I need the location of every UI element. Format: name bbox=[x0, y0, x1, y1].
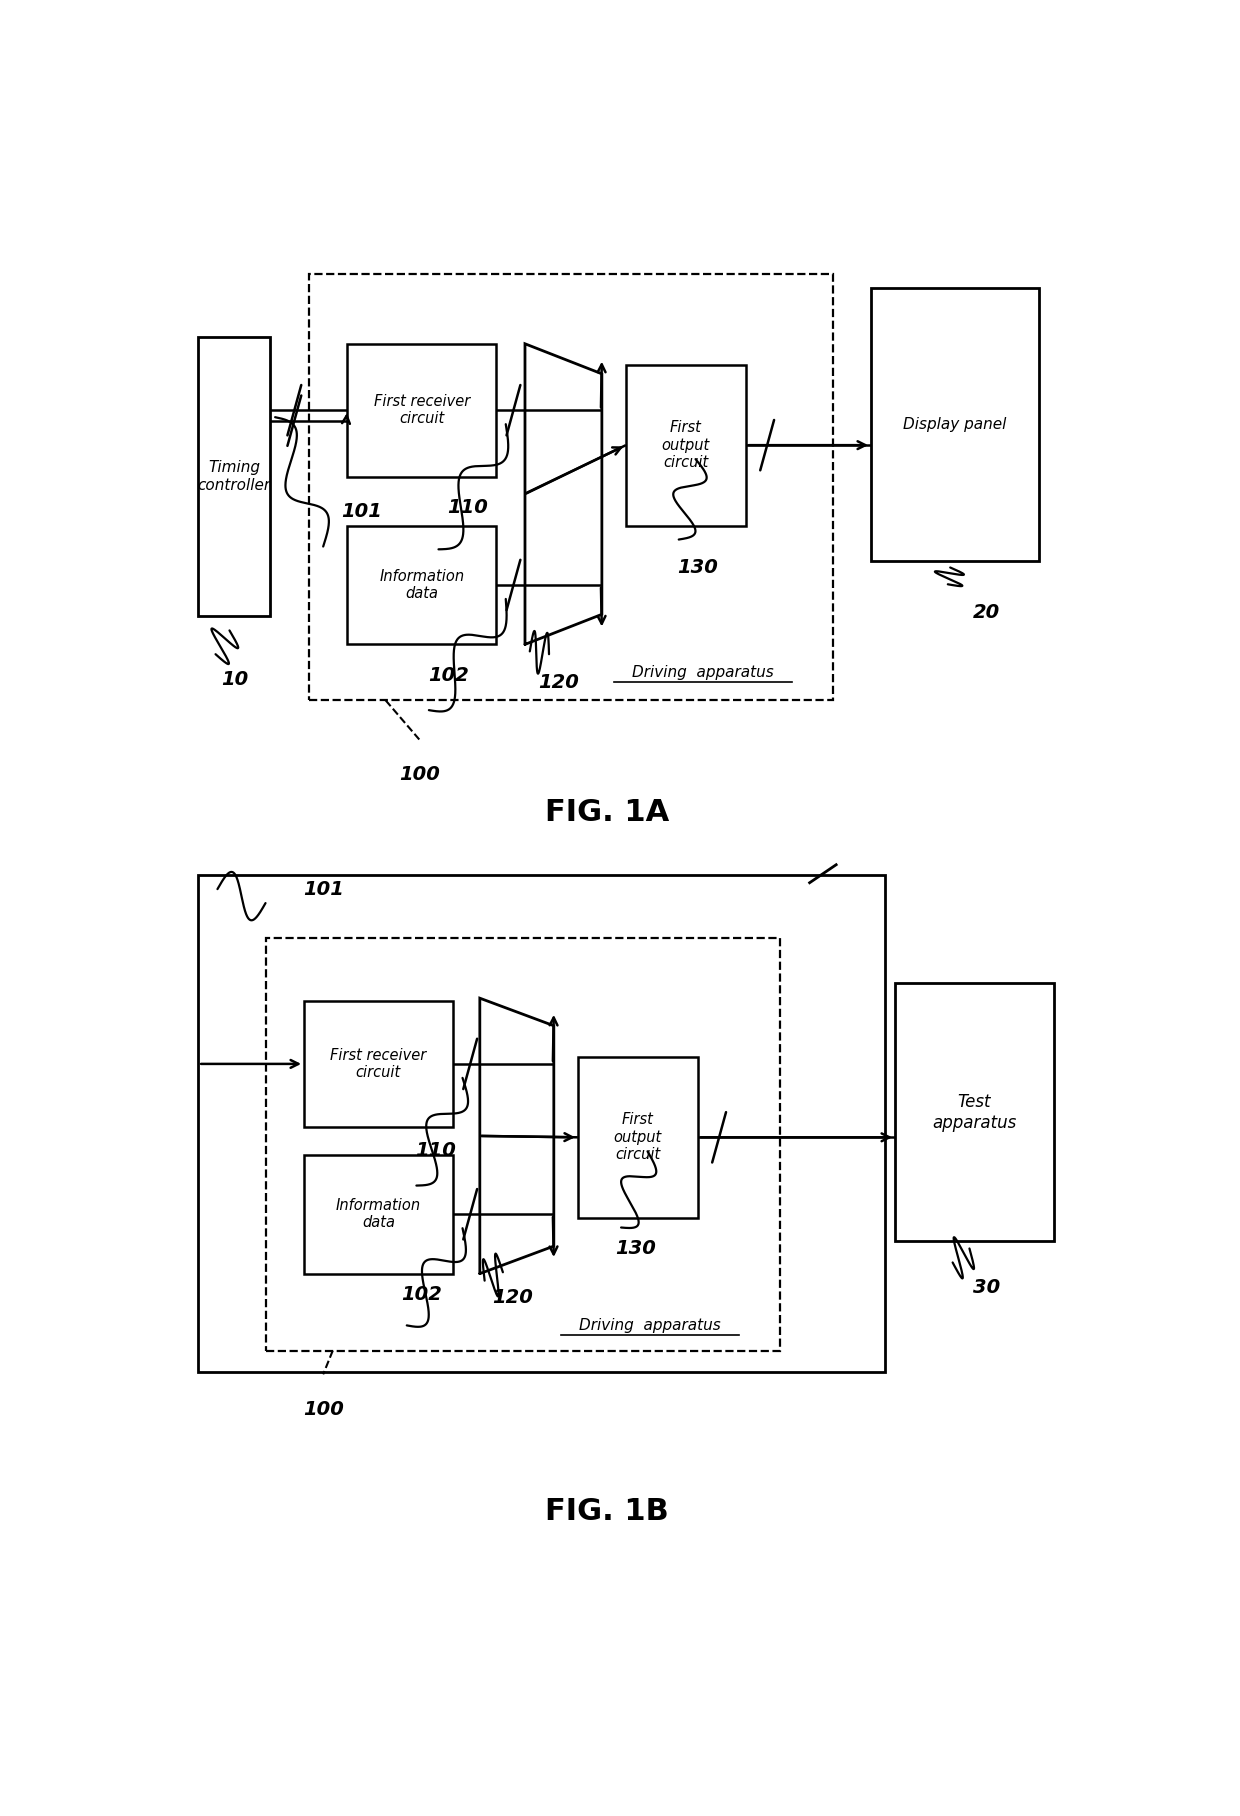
Bar bbox=[304, 1001, 453, 1126]
Text: 30: 30 bbox=[972, 1278, 999, 1297]
Text: 120: 120 bbox=[538, 672, 579, 692]
Text: 110: 110 bbox=[446, 498, 487, 518]
Text: FIG. 1A: FIG. 1A bbox=[544, 797, 668, 826]
Text: First receiver
circuit: First receiver circuit bbox=[373, 394, 470, 427]
Text: 130: 130 bbox=[677, 558, 718, 577]
Bar bbox=[309, 274, 832, 701]
Text: 120: 120 bbox=[492, 1288, 533, 1308]
Text: 100: 100 bbox=[303, 1400, 343, 1418]
Text: 20: 20 bbox=[972, 603, 999, 621]
Bar bbox=[895, 982, 1054, 1242]
Bar bbox=[198, 336, 270, 616]
Text: Driving  apparatus: Driving apparatus bbox=[632, 665, 774, 679]
Bar bbox=[304, 1155, 453, 1273]
Text: First
output
circuit: First output circuit bbox=[614, 1113, 662, 1162]
Bar bbox=[265, 939, 780, 1351]
Text: Driving  apparatus: Driving apparatus bbox=[579, 1318, 720, 1333]
Text: Information
data: Information data bbox=[336, 1199, 422, 1231]
Text: 10: 10 bbox=[221, 670, 248, 688]
Text: 102: 102 bbox=[401, 1286, 441, 1304]
Bar bbox=[626, 365, 746, 525]
Text: 130: 130 bbox=[615, 1239, 656, 1258]
Text: 102: 102 bbox=[428, 666, 469, 685]
Text: 100: 100 bbox=[399, 765, 440, 785]
Text: 101: 101 bbox=[303, 879, 343, 899]
Text: 110: 110 bbox=[415, 1140, 456, 1160]
Text: Timing
controller: Timing controller bbox=[197, 461, 270, 492]
Text: First
output
circuit: First output circuit bbox=[662, 419, 711, 470]
Bar bbox=[347, 525, 496, 645]
Text: Test
apparatus: Test apparatus bbox=[932, 1093, 1017, 1131]
Bar bbox=[870, 287, 1039, 561]
Text: First receiver
circuit: First receiver circuit bbox=[330, 1048, 427, 1081]
Bar bbox=[578, 1057, 698, 1219]
Bar bbox=[198, 875, 885, 1371]
Text: 101: 101 bbox=[341, 501, 382, 521]
Text: Display panel: Display panel bbox=[904, 416, 1007, 432]
Text: Information
data: Information data bbox=[379, 568, 464, 601]
Bar bbox=[347, 343, 496, 476]
Text: FIG. 1B: FIG. 1B bbox=[544, 1496, 668, 1525]
